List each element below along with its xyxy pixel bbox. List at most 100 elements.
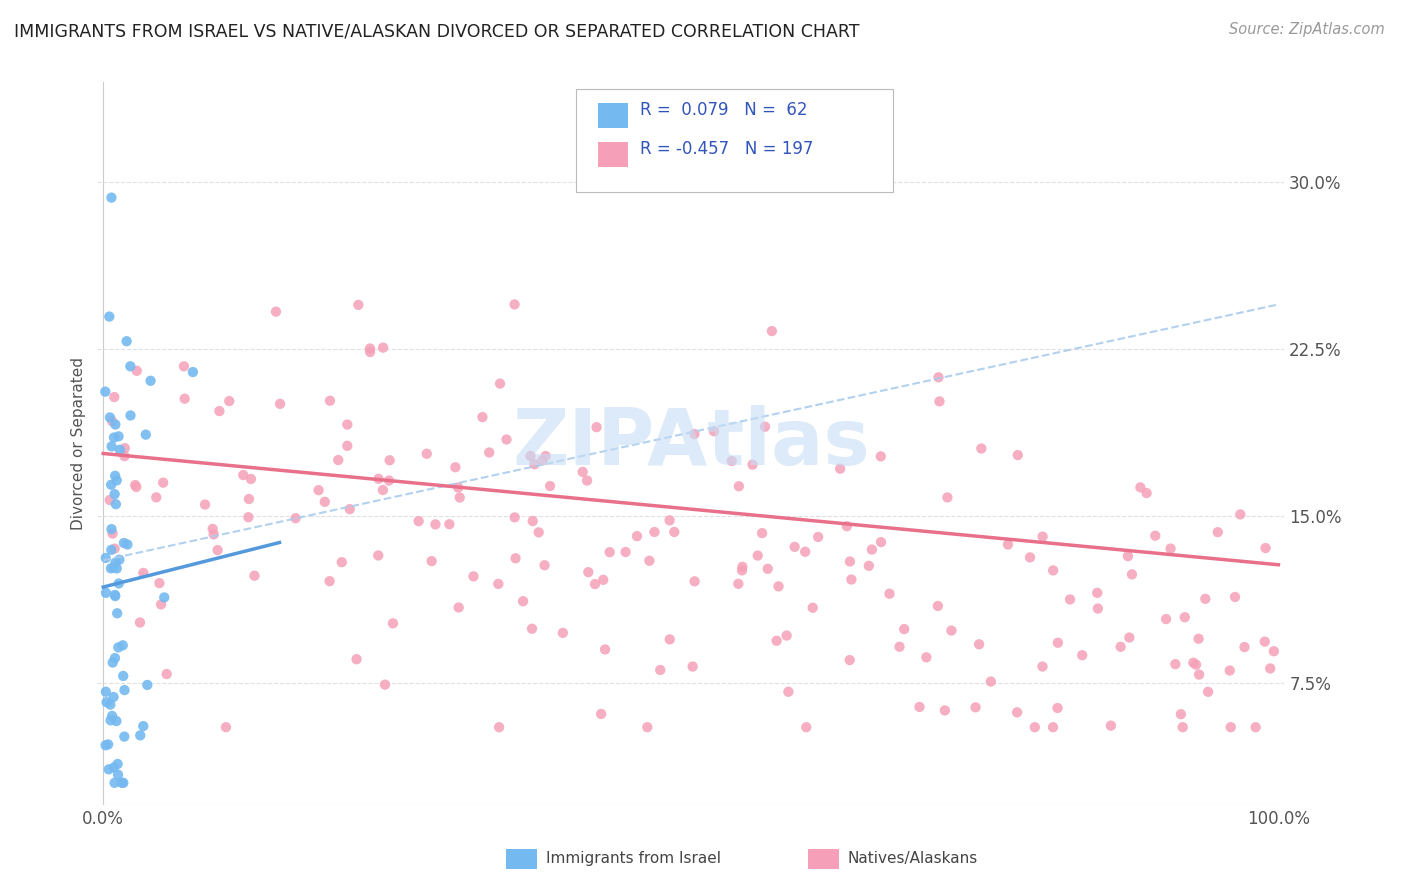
Point bbox=[378, 474, 401, 488]
Point bbox=[104, 541, 127, 556]
Point bbox=[447, 600, 470, 615]
Point bbox=[488, 720, 510, 734]
Point bbox=[100, 561, 122, 575]
Point bbox=[664, 524, 686, 539]
Point bbox=[104, 589, 127, 603]
Point bbox=[1160, 541, 1182, 556]
Point bbox=[936, 491, 959, 505]
Point bbox=[551, 626, 574, 640]
Point bbox=[1154, 612, 1177, 626]
Point bbox=[374, 678, 396, 692]
Point bbox=[889, 640, 911, 654]
Point bbox=[449, 491, 471, 505]
Point bbox=[232, 468, 254, 483]
Point bbox=[100, 439, 122, 453]
Point bbox=[576, 474, 599, 488]
Point bbox=[103, 690, 125, 704]
Point bbox=[801, 600, 824, 615]
Point bbox=[105, 607, 128, 621]
Point bbox=[104, 556, 127, 570]
Point bbox=[201, 522, 224, 536]
Point bbox=[132, 566, 155, 580]
Point bbox=[970, 442, 993, 456]
Point bbox=[626, 529, 648, 543]
Point bbox=[571, 465, 593, 479]
Text: ZIPAtlas: ZIPAtlas bbox=[512, 406, 870, 482]
Point bbox=[1144, 529, 1167, 543]
Point bbox=[683, 427, 706, 442]
Text: Immigrants from Israel: Immigrants from Israel bbox=[546, 852, 720, 866]
Point bbox=[520, 622, 543, 636]
Point bbox=[614, 545, 637, 559]
Point bbox=[761, 324, 783, 338]
Point bbox=[1071, 648, 1094, 663]
Point bbox=[111, 776, 134, 790]
Point bbox=[731, 559, 754, 574]
Point bbox=[870, 535, 893, 549]
Point bbox=[522, 514, 544, 528]
Point bbox=[238, 491, 260, 506]
Point bbox=[533, 558, 555, 573]
Point bbox=[463, 569, 485, 583]
Point bbox=[835, 519, 858, 533]
Point bbox=[1185, 657, 1208, 672]
Point bbox=[125, 364, 148, 378]
Point bbox=[741, 458, 763, 472]
Point bbox=[129, 615, 152, 630]
Point bbox=[339, 502, 361, 516]
Point bbox=[135, 427, 157, 442]
Point bbox=[512, 594, 534, 608]
Point bbox=[523, 457, 546, 471]
Point bbox=[111, 638, 134, 652]
Point bbox=[928, 394, 950, 409]
Point bbox=[794, 545, 817, 559]
Point bbox=[100, 522, 122, 536]
Point bbox=[239, 472, 262, 486]
Point bbox=[105, 561, 128, 575]
Point bbox=[1024, 720, 1046, 734]
Point bbox=[1174, 610, 1197, 624]
Point bbox=[1087, 601, 1109, 615]
Point bbox=[202, 527, 225, 541]
Point bbox=[638, 554, 661, 568]
Point bbox=[658, 513, 681, 527]
Point bbox=[927, 599, 949, 613]
Point bbox=[1263, 644, 1285, 658]
Point bbox=[173, 392, 195, 406]
Point bbox=[997, 537, 1019, 551]
Text: R = -0.457   N = 197: R = -0.457 N = 197 bbox=[640, 140, 813, 158]
Point bbox=[328, 453, 350, 467]
Point bbox=[148, 576, 170, 591]
Point bbox=[94, 550, 117, 565]
Point bbox=[112, 776, 135, 790]
Point bbox=[1042, 563, 1064, 577]
Point bbox=[371, 341, 394, 355]
Point bbox=[486, 577, 509, 591]
Point bbox=[100, 477, 122, 491]
Point bbox=[367, 549, 389, 563]
Point bbox=[1129, 480, 1152, 494]
Point bbox=[139, 374, 162, 388]
Point bbox=[703, 424, 725, 438]
Point bbox=[104, 487, 127, 501]
Point bbox=[1046, 701, 1069, 715]
Point bbox=[747, 549, 769, 563]
Point bbox=[908, 700, 931, 714]
Point bbox=[103, 430, 125, 444]
Point bbox=[1059, 592, 1081, 607]
Point bbox=[776, 628, 799, 642]
Point bbox=[1099, 718, 1122, 732]
Point bbox=[765, 633, 787, 648]
Point bbox=[108, 552, 131, 566]
Point bbox=[107, 640, 129, 655]
Point bbox=[728, 479, 751, 493]
Point bbox=[783, 540, 806, 554]
Point bbox=[94, 586, 117, 600]
Point bbox=[576, 565, 599, 579]
Point bbox=[830, 461, 852, 475]
Point bbox=[534, 449, 557, 463]
Point bbox=[869, 450, 891, 464]
Point bbox=[650, 663, 672, 677]
Point bbox=[104, 588, 127, 602]
Point bbox=[105, 714, 128, 728]
